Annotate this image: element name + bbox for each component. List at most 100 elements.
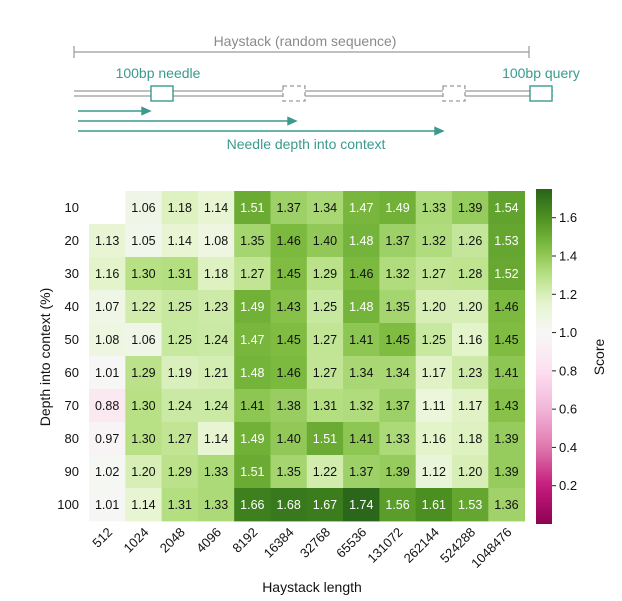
heatmap-cell-label: 1.21 (204, 366, 228, 380)
heatmap-cell (234, 356, 271, 390)
heatmap-cell (234, 290, 271, 324)
heatmap-cell (415, 224, 453, 258)
heatmap-cell (306, 488, 344, 522)
query-box (529, 85, 553, 102)
heatmap-cell-label: 1.27 (422, 267, 446, 281)
heatmap-cell-label: 1.34 (349, 366, 373, 380)
heatmap-cell (379, 488, 417, 522)
heatmap-cell-label: 1.26 (458, 234, 482, 248)
heatmap-cell-label: 1.24 (168, 399, 192, 413)
heatmap-cell (197, 455, 235, 489)
heatmap-cell-label: 1.61 (422, 498, 446, 512)
heatmap-cell-label: 0.97 (95, 432, 119, 446)
heatmap-cell (234, 455, 271, 489)
heatmap-cell (343, 191, 380, 225)
heatmap-cell-label: 1.43 (494, 399, 518, 413)
x-tick-label: 1048476 (468, 525, 514, 571)
heatmap-cell (452, 290, 489, 324)
heatmap-cell (234, 389, 271, 423)
colorbar (536, 189, 552, 524)
heatmap-cell (343, 488, 380, 522)
heatmap-cell-label: 1.51 (313, 432, 337, 446)
heatmap-cell (89, 356, 126, 390)
heatmap-cell-label: 1.16 (422, 432, 446, 446)
heatmap-cell-label: 1.46 (349, 267, 373, 281)
heatmap-cell-label: 1.25 (168, 333, 192, 347)
heatmap-cell-label: 1.33 (385, 432, 409, 446)
heatmap-cell-label: 1.06 (131, 201, 155, 215)
heatmap-cell (306, 191, 344, 225)
colorbar-label: Score (591, 339, 607, 376)
heatmap-cell-label: 1.27 (168, 432, 192, 446)
heatmap-cell-label: 1.56 (385, 498, 409, 512)
heatmap-cell (89, 422, 126, 456)
heatmap-cell (452, 191, 489, 225)
heatmap-cell (415, 389, 453, 423)
heatmap-cell (488, 422, 525, 456)
heatmap-cell (415, 488, 453, 522)
heatmap-cell-label: 1.11 (422, 399, 445, 413)
heatmap-cell (415, 422, 453, 456)
heatmap-cell-label: 1.18 (458, 432, 482, 446)
heatmap-cell-label: 1.27 (240, 267, 264, 281)
heatmap-cell (234, 488, 271, 522)
colorbar-tick-label: 1.2 (559, 287, 577, 302)
heatmap-cell (89, 323, 126, 357)
heatmap-cell (379, 323, 417, 357)
heatmap-cell-label: 1.52 (494, 267, 518, 281)
heatmap-cell-label: 1.37 (349, 465, 373, 479)
heatmap-cell-label: 1.54 (494, 201, 518, 215)
heatmap-cell-label: 1.41 (240, 399, 264, 413)
y-tick-label: 20 (65, 233, 79, 248)
heatmap-cell-label: 1.16 (458, 333, 482, 347)
heatmap-cell (270, 488, 308, 522)
heatmap-cell-label: 1.49 (385, 201, 409, 215)
heatmap-cell (415, 290, 453, 324)
heatmap-cell (197, 488, 235, 522)
heatmap-cell-label: 1.46 (276, 366, 300, 380)
heatmap-cell-label: 1.30 (131, 399, 155, 413)
colorbar-tick-label: 0.6 (559, 402, 577, 417)
heatmap-cell (379, 191, 417, 225)
heatmap-cell-label: 1.17 (422, 366, 446, 380)
heatmap-cell (89, 290, 126, 324)
heatmap-cell-label: 1.38 (276, 399, 300, 413)
haystack-label: Haystack (random sequence) (214, 33, 397, 49)
heatmap-cell-label: 1.05 (131, 234, 155, 248)
heatmap-cell (197, 224, 235, 258)
heatmap-cell-label: 1.07 (95, 300, 119, 314)
heatmap-cell-label: 1.49 (240, 300, 264, 314)
heatmap-cell-label: 1.46 (494, 300, 518, 314)
heatmap-cell-label: 0.88 (95, 399, 119, 413)
heatmap-cell (270, 191, 308, 225)
heatmap-cell-label: 1.47 (349, 201, 373, 215)
needle-box (150, 85, 174, 102)
colorbar-tick-label: 0.8 (559, 363, 577, 378)
heatmap-cell (343, 224, 380, 258)
y-tick-label: 80 (65, 431, 79, 446)
heatmap-cell-label: 1.32 (385, 267, 409, 281)
heatmap-cell (234, 422, 271, 456)
heatmap-cell (379, 455, 417, 489)
heatmap-cell-label: 1.27 (313, 333, 337, 347)
heatmap-cell (415, 191, 453, 225)
heatmap-cell-label: 1.34 (385, 366, 409, 380)
heatmap-cell-label: 1.51 (240, 201, 264, 215)
heatmap-cell-label: 1.39 (494, 432, 518, 446)
heatmap-cell (452, 389, 489, 423)
heatmap-cell (161, 290, 199, 324)
heatmap-cell (306, 257, 344, 291)
heatmap-cell (125, 257, 162, 291)
colorbar-tick-label: 0.4 (559, 440, 577, 455)
heatmap-cell-label: 1.18 (204, 267, 228, 281)
heatmap: 1.06 1.18 1.14 1.51 1.37 1.34 1.47 1.49 1.33 1.39… (89, 191, 525, 522)
heatmap-cell-label: 1.13 (95, 234, 119, 248)
needle-label: 100bp needle (116, 65, 201, 81)
heatmap-cell-label: 1.46 (276, 234, 300, 248)
heatmap-cell (270, 389, 308, 423)
heatmap-cell-label: 1.41 (349, 432, 373, 446)
heatmap-cell (161, 356, 199, 390)
heatmap-cell-label: 1.14 (131, 498, 155, 512)
heatmap-cell (452, 323, 489, 357)
heatmap-cell-label: 1.23 (458, 366, 482, 380)
